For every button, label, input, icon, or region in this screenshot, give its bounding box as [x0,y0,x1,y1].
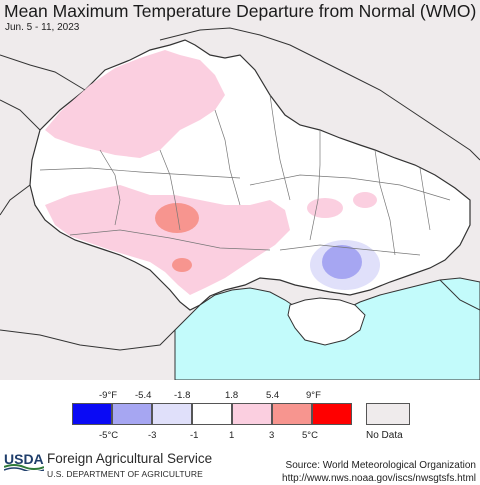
usda-logo: USDA [4,451,44,471]
legend-swatch [312,403,352,425]
crimea [287,297,366,346]
warm-anomaly-east [307,198,343,218]
department-name: U.S. DEPARTMENT OF AGRICULTURE [47,469,203,479]
legend-swatch [112,403,152,425]
svg-text:USDA: USDA [4,451,44,467]
legend-f-tick: 9°F [306,390,321,401]
legend-swatch [72,403,112,425]
warm-anomaly-east-small [353,192,377,208]
legend-f-tick: -5.4 [135,390,152,401]
legend-no-data-swatch [366,403,410,425]
warm-anomaly-southwest-salmon [172,258,192,272]
legend-c-tick: -3 [148,430,157,441]
usda-branding: USDA Foreign Agricultural Service U.S. D… [4,449,234,485]
legend-f-tick: 1.8 [225,390,239,401]
legend-f-tick: -9°F [99,390,118,401]
legend-c-tick: -5°C [99,430,119,441]
source-url[interactable]: http://www.nws.noaa.gov/iscs/nwsgtsfs.ht… [282,473,476,484]
cool-anomaly-southeast [322,245,362,279]
oblast-borders [39,94,451,256]
legend-swatch [272,403,312,425]
country-borders [0,27,480,351]
legend-c-tick: 1 [229,430,235,441]
source-credit: Source: World Meteorological Organizatio… [285,460,476,471]
warm-anomaly-west-central [45,185,290,295]
warm-anomaly-central-salmon [155,203,199,233]
map-title: Mean Maximum Temperature Departure from … [4,1,477,21]
temperature-departure-map [0,0,480,380]
legend-swatch [152,403,192,425]
warm-anomaly-northwest [45,50,225,158]
agency-name: Foreign Agricultural Service [47,451,213,466]
legend-c-tick: 5°C [302,430,318,441]
legend-f-tick: 5.4 [266,390,280,401]
legend-no-data-label: No Data [366,430,403,441]
legend-swatch [192,403,232,425]
date-range: Jun. 5 - 11, 2023 [5,22,80,33]
legend-c-tick: -1 [190,430,199,441]
legend-c-tick: 3 [269,430,275,441]
legend-swatch [232,403,272,425]
legend-f-tick: -1.8 [174,390,191,401]
